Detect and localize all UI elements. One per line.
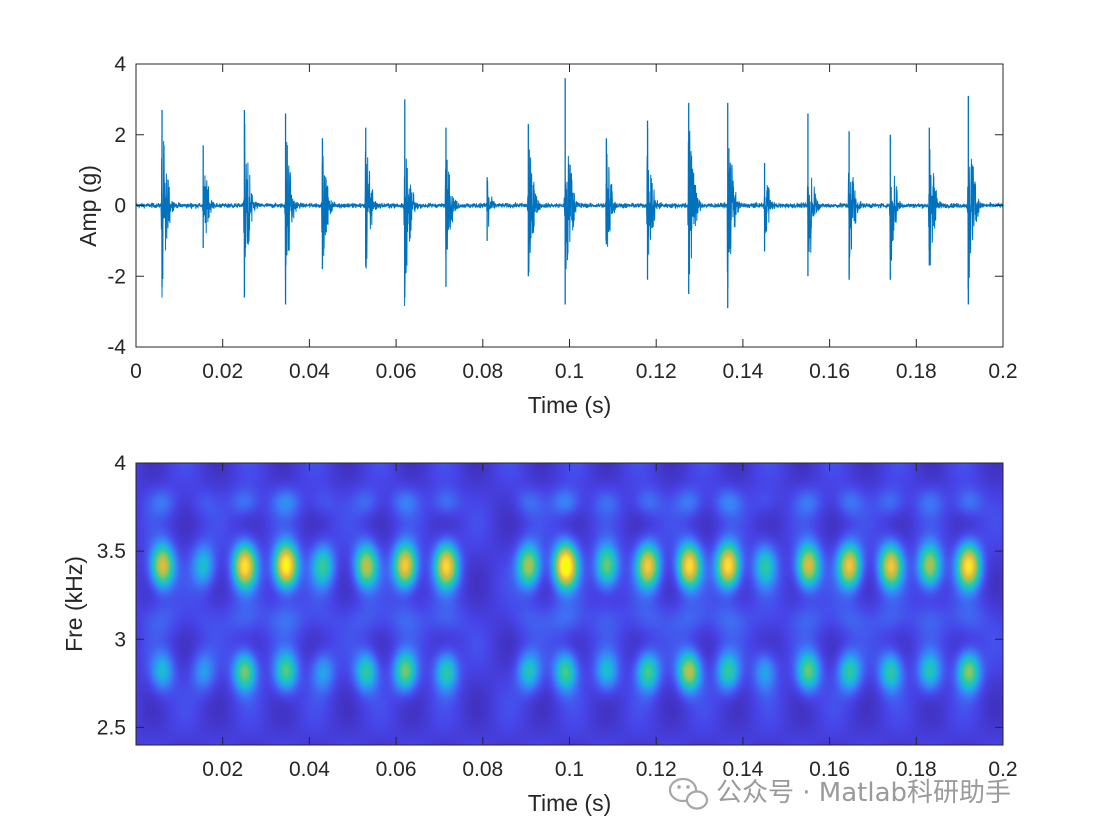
spectrogram-x-tick-label: 0.12 bbox=[636, 758, 677, 781]
waveform-x-tick-label: 0.14 bbox=[722, 360, 763, 383]
waveform-x-tick-label: 0.08 bbox=[462, 360, 503, 383]
spectrogram-heatmap bbox=[136, 463, 1003, 745]
waveform-y-tick-label: 2 bbox=[114, 124, 126, 147]
spectrogram-y-tick-label: 4 bbox=[114, 452, 126, 475]
spectrogram-x-tick-label: 0.1 bbox=[555, 758, 584, 781]
waveform-trace-layer bbox=[135, 78, 1004, 309]
spectrogram-x-tick-label: 0.02 bbox=[202, 758, 243, 781]
spectrogram-x-tick-label: 0.08 bbox=[462, 758, 503, 781]
waveform-x-axis-label: Time (s) bbox=[528, 392, 611, 418]
spectrogram-y-axis-label: Fre (kHz) bbox=[61, 556, 87, 652]
waveform-y-tick-label: 0 bbox=[114, 195, 126, 218]
waveform-y-tick-label: 4 bbox=[114, 53, 126, 76]
watermark: 公众号 · Matlab科研助手 bbox=[668, 777, 1011, 810]
wechat-icon bbox=[668, 777, 709, 810]
spectrogram-x-tick-label: 0.2 bbox=[988, 758, 1017, 781]
spectrogram-y-tick-label: 3.5 bbox=[97, 540, 126, 563]
spectrogram-axes: 0.02 0.04 0.06 0.08 0.1 0.12 0.14 0.16 0.18 0.2 2… bbox=[61, 452, 1018, 816]
watermark-text: 公众号 · Matlab科研助手 bbox=[716, 778, 1011, 808]
waveform-x-tick-label: 0.18 bbox=[896, 360, 937, 383]
spectrogram-y-tick-label: 3 bbox=[114, 628, 126, 651]
waveform-y-ticks: -4 -2 0 2 4 bbox=[107, 53, 1003, 359]
waveform-x-tick-label: 0 bbox=[130, 360, 142, 383]
spectrogram-x-tick-label: 0.16 bbox=[809, 758, 850, 781]
spectrogram-x-tick-label: 0.06 bbox=[376, 758, 417, 781]
spectrogram-x-axis-label: Time (s) bbox=[528, 790, 611, 816]
spectrogram-x-tick-label: 0.14 bbox=[722, 758, 763, 781]
spectrogram-x-tick-label: 0.04 bbox=[289, 758, 330, 781]
waveform-x-tick-label: 0.06 bbox=[376, 360, 417, 383]
waveform-x-tick-label: 0.04 bbox=[289, 360, 330, 383]
waveform-y-tick-label: -2 bbox=[107, 265, 126, 288]
spectrogram-y-ticks: 2.5 3 3.5 4 bbox=[97, 452, 1003, 739]
spectrogram-y-tick-label: 2.5 bbox=[97, 716, 126, 739]
spectrogram-x-tick-label: 0.18 bbox=[896, 758, 937, 781]
waveform-series-line bbox=[135, 124, 1004, 307]
waveform-x-ticks: 0 0.02 0.04 0.06 0.08 0.1 0.12 0.14 0.16 0.18 0.2 bbox=[130, 64, 1018, 383]
waveform-y-tick-label: -4 bbox=[107, 336, 126, 359]
spectrogram-x-ticks: 0.02 0.04 0.06 0.08 0.1 0.12 0.14 0.16 0.18 0.2 bbox=[202, 463, 1018, 781]
spectrogram-image-frame bbox=[136, 463, 1003, 745]
waveform-x-tick-label: 0.2 bbox=[988, 360, 1017, 383]
waveform-x-tick-label: 0.02 bbox=[202, 360, 243, 383]
waveform-x-tick-label: 0.12 bbox=[636, 360, 677, 383]
waveform-x-tick-label: 0.16 bbox=[809, 360, 850, 383]
waveform-x-tick-label: 0.1 bbox=[555, 360, 584, 383]
waveform-axes: 0 0.02 0.04 0.06 0.08 0.1 0.12 0.14 0.16 0.18 0.2 … bbox=[75, 53, 1018, 418]
waveform-y-axis-label: Amp (g) bbox=[75, 165, 101, 247]
